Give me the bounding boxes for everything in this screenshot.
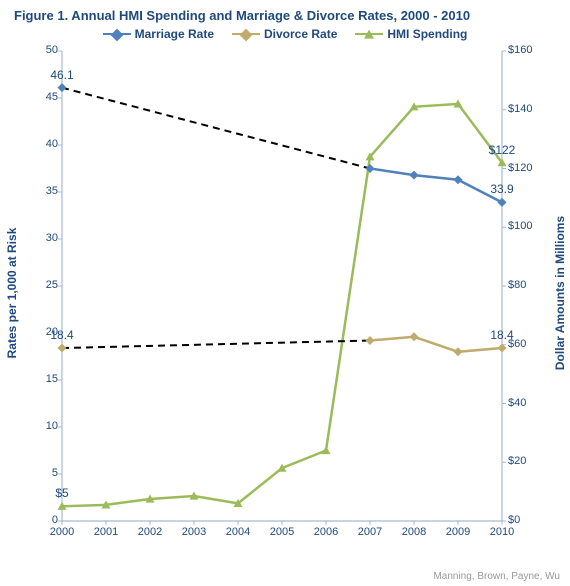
legend-item-divorce: Divorce Rate: [232, 27, 337, 41]
y-axis-left-label: Rates per 1,000 at Risk: [5, 228, 19, 359]
x-category: 2006: [314, 526, 338, 538]
data-label: $5: [55, 486, 68, 500]
y-left-tick: 0: [30, 514, 58, 526]
data-label: 33.9: [490, 182, 513, 196]
y-left-tick: 25: [30, 279, 58, 291]
data-label: 18.4: [50, 328, 73, 342]
y-left-tick: 10: [30, 420, 58, 432]
legend: Marriage Rate Divorce Rate HMI Spending: [0, 27, 570, 41]
y-right-tick: $20: [508, 455, 544, 467]
x-category: 2001: [94, 526, 118, 538]
x-category: 2002: [138, 526, 162, 538]
y-left-tick: 40: [30, 138, 58, 150]
y-right-tick: $0: [508, 514, 544, 526]
legend-label-divorce: Divorce Rate: [264, 27, 337, 41]
data-label: $122: [489, 143, 516, 157]
chart-svg: [14, 45, 556, 541]
x-category: 2003: [182, 526, 206, 538]
y-right-tick: $80: [508, 279, 544, 291]
y-left-tick: 35: [30, 185, 58, 197]
y-right-tick: $160: [508, 44, 544, 56]
x-category: 2004: [226, 526, 250, 538]
legend-label-hmi: HMI Spending: [387, 27, 467, 41]
y-axis-right-label: Dollar Amounts in Millioms: [553, 216, 567, 370]
y-right-tick: $140: [508, 103, 544, 115]
y-left-tick: 50: [30, 44, 58, 56]
chart-title: Figure 1. Annual HMI Spending and Marria…: [0, 0, 570, 27]
y-left-tick: 45: [30, 91, 58, 103]
x-category: 2000: [50, 526, 74, 538]
x-category: 2010: [490, 526, 514, 538]
y-right-tick: $100: [508, 220, 544, 232]
x-category: 2005: [270, 526, 294, 538]
x-category: 2007: [358, 526, 382, 538]
data-label: 46.1: [50, 68, 73, 82]
credit-line: Manning, Brown, Payne, Wu: [433, 571, 560, 582]
y-right-tick: $40: [508, 397, 544, 409]
y-left-tick: 5: [30, 467, 58, 479]
chart-area: Rates per 1,000 at Risk Dollar Amounts i…: [14, 45, 556, 541]
data-label: 18.4: [490, 328, 513, 342]
y-left-tick: 30: [30, 232, 58, 244]
x-category: 2009: [446, 526, 470, 538]
x-category: 2008: [402, 526, 426, 538]
legend-item-marriage: Marriage Rate: [103, 27, 214, 41]
y-left-tick: 15: [30, 373, 58, 385]
legend-item-hmi: HMI Spending: [355, 27, 467, 41]
y-right-tick: $120: [508, 162, 544, 174]
legend-label-marriage: Marriage Rate: [135, 27, 214, 41]
